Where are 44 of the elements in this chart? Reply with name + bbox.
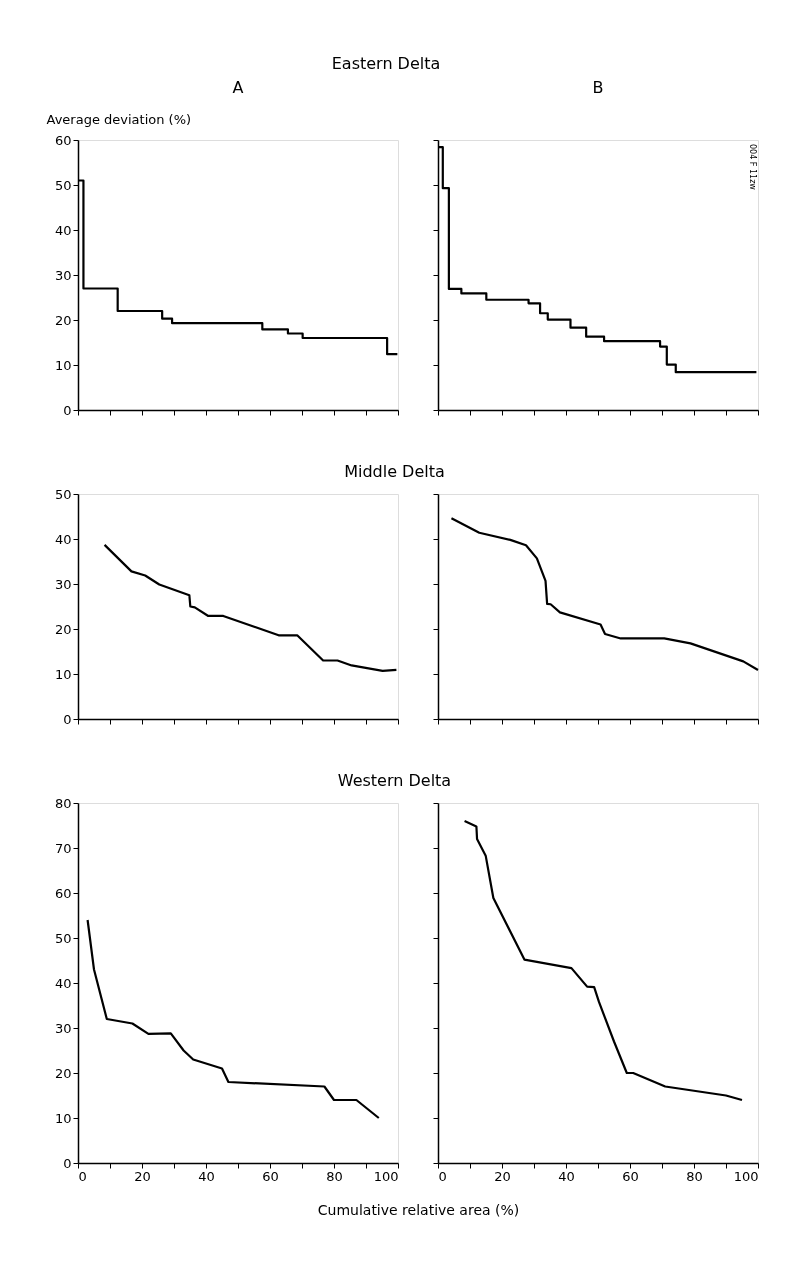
y-tick-label: 0 [63, 402, 72, 418]
chart-title: Middle Delta [344, 462, 445, 481]
line-series [86, 918, 380, 1120]
y-tick-label: 30 [54, 1020, 72, 1036]
x-tick-label: 100 [373, 1168, 399, 1184]
y-tick-label: 50 [54, 177, 72, 193]
y-tick-label: 20 [54, 621, 72, 637]
y-tick-label: 10 [54, 666, 72, 682]
x-tick-label: 20 [134, 1168, 151, 1184]
y-tick-label: 20 [54, 312, 72, 328]
y-tick-label: 30 [54, 576, 72, 592]
y-tick-label: 60 [54, 885, 72, 901]
x-tick-label: 40 [558, 1168, 575, 1184]
line-series [103, 543, 398, 672]
annotation: 004 F 11zw [748, 144, 757, 191]
y-tick-label: 10 [54, 357, 72, 373]
y-tick-label: 40 [54, 531, 72, 547]
x-axis-title: Cumulative relative area (%) [317, 1201, 520, 1218]
chart-title: Eastern Delta [331, 54, 441, 73]
y-tick-label: 0 [63, 711, 72, 727]
x-tick-label: 20 [494, 1168, 511, 1184]
y-tick-label: 50 [54, 486, 72, 502]
y-tick-label: 30 [54, 267, 72, 283]
y-tick-label: 50 [54, 930, 72, 946]
y-tick-label: 80 [54, 795, 72, 811]
y-tick-label: 0 [63, 1155, 72, 1171]
x-tick-label: 0 [78, 1168, 87, 1184]
x-tick-label: 100 [733, 1168, 759, 1184]
x-tick-label: 0 [438, 1168, 447, 1184]
x-tick-label: 80 [686, 1168, 703, 1184]
chart-title: Western Delta [337, 771, 452, 790]
x-tick-label: 60 [262, 1168, 279, 1184]
y-tick-label: 20 [54, 1065, 72, 1081]
x-tick-label: 40 [198, 1168, 215, 1184]
y-axis-title: Average deviation (%) [46, 111, 192, 127]
text: B [592, 78, 604, 97]
y-tick-label: 40 [54, 222, 72, 238]
y-tick-label: 70 [54, 840, 72, 856]
x-tick-label: 80 [326, 1168, 343, 1184]
y-tick-label: 10 [54, 1110, 72, 1126]
y-tick-label: 40 [54, 975, 72, 991]
y-tick-label: 60 [54, 132, 72, 148]
text: A [232, 78, 244, 97]
x-tick-label: 60 [622, 1168, 639, 1184]
